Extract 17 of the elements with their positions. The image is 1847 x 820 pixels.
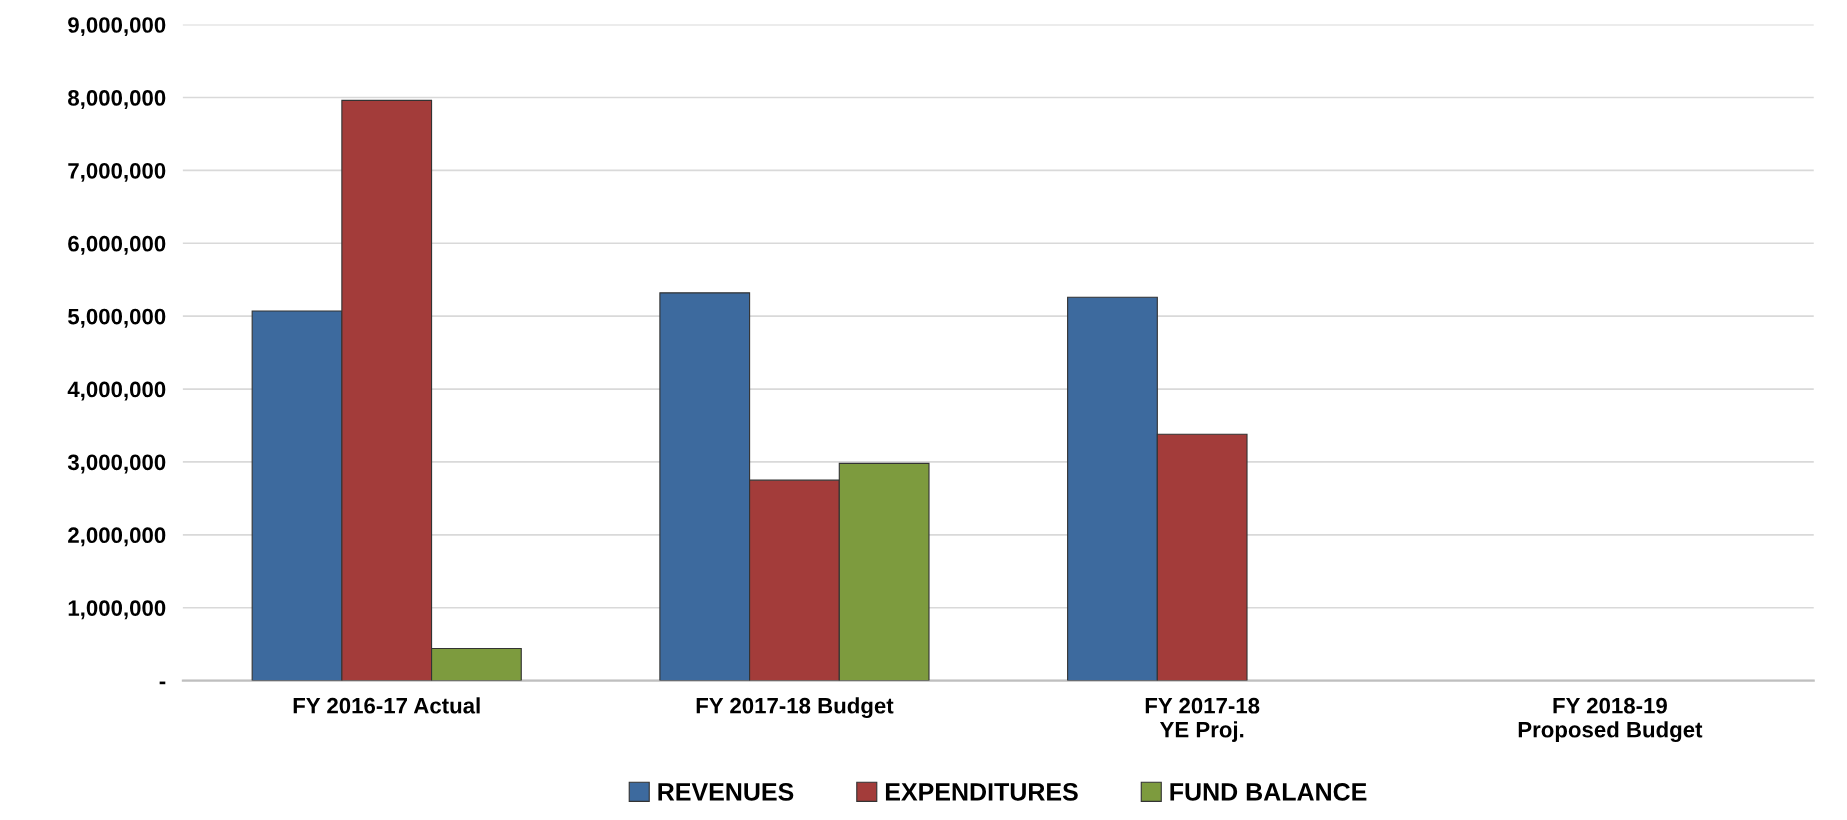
x-tick-label: FY 2018-19 Proposed Budget [1518,697,1703,743]
y-tick-label: 5,000,000 [68,308,166,328]
y-tick-label: 7,000,000 [68,162,166,182]
y-tick-label: 1,000,000 [68,600,166,620]
y-tick-label: 8,000,000 [68,90,166,109]
y-tick-label: 9,000,000 [68,17,166,37]
y-tick-label: 2,000,000 [68,527,166,547]
legend-label: EXPENDITURES [885,783,1078,801]
y-tick-label: 6,000,000 [68,235,166,255]
legend-label: FUND BALANCE [1170,783,1367,801]
legend-label: REVENUES [658,783,794,801]
x-tick-label: FY 2017-18 YE Proj. [1145,697,1260,742]
x-tick-label: FY 2016-17 Actual [293,697,480,714]
y-tick-label: - [159,681,166,685]
y-tick-label: 3,000,000 [67,454,166,474]
x-tick-label: FY 2017-18 Budget [696,697,894,719]
y-tick-label: 4,000,000 [67,381,166,401]
